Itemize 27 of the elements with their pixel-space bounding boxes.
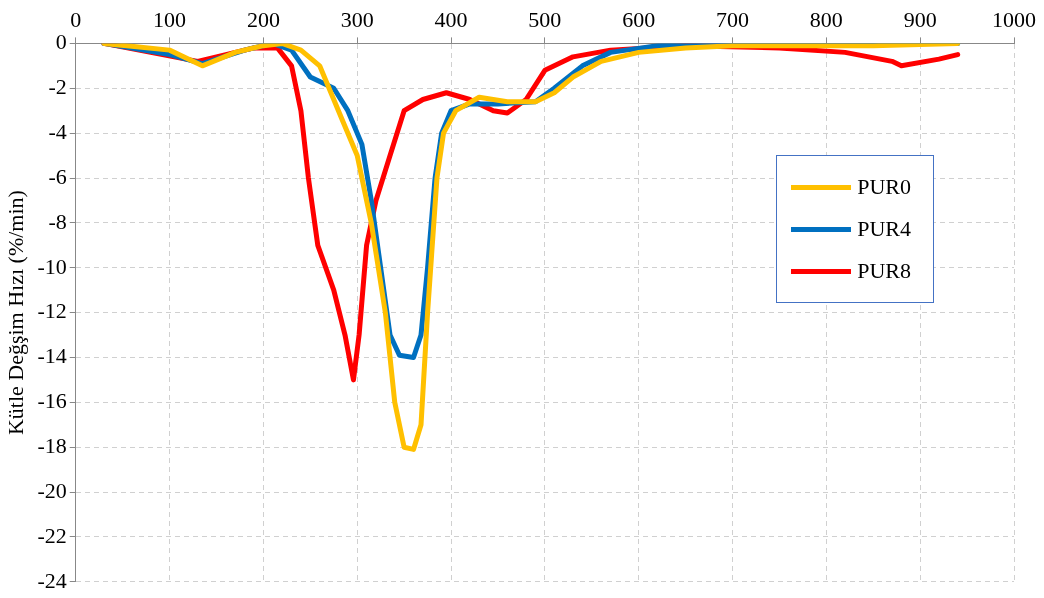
y-tick-label: -22 xyxy=(37,522,67,548)
x-tick-label: 300 xyxy=(340,6,374,32)
x-tick-label: 700 xyxy=(716,6,750,32)
legend-label: PUR8 xyxy=(857,258,911,284)
y-tick-label: -16 xyxy=(37,388,67,414)
y-tick-label: -14 xyxy=(37,343,67,369)
x-tick-label: 800 xyxy=(809,6,843,32)
y-tick-label: -12 xyxy=(37,298,67,324)
y-axis-title: Kütle Değşim Hızı (%/min) xyxy=(2,190,28,436)
x-tick-label: 200 xyxy=(246,6,280,32)
y-tick-label: -8 xyxy=(48,208,67,234)
y-tick-label: -4 xyxy=(48,118,67,144)
x-tick-label: 500 xyxy=(528,6,562,32)
x-tick-label: 600 xyxy=(622,6,656,32)
y-tick-label: 0 xyxy=(55,29,67,55)
y-tick-label: -6 xyxy=(48,163,67,189)
y-tick-label: -20 xyxy=(37,477,67,503)
x-tick-label: 400 xyxy=(434,6,468,32)
x-tick-label: 1000 xyxy=(992,6,1036,32)
y-tick-label: -10 xyxy=(37,253,67,279)
y-tick-label: -18 xyxy=(37,432,67,458)
legend-label: PUR4 xyxy=(857,216,911,242)
x-tick-label: 900 xyxy=(903,6,937,32)
y-tick-label: -2 xyxy=(48,74,67,100)
y-tick-label: -24 xyxy=(37,567,67,593)
x-tick-label: 100 xyxy=(153,6,187,32)
legend-label: PUR0 xyxy=(857,174,911,200)
